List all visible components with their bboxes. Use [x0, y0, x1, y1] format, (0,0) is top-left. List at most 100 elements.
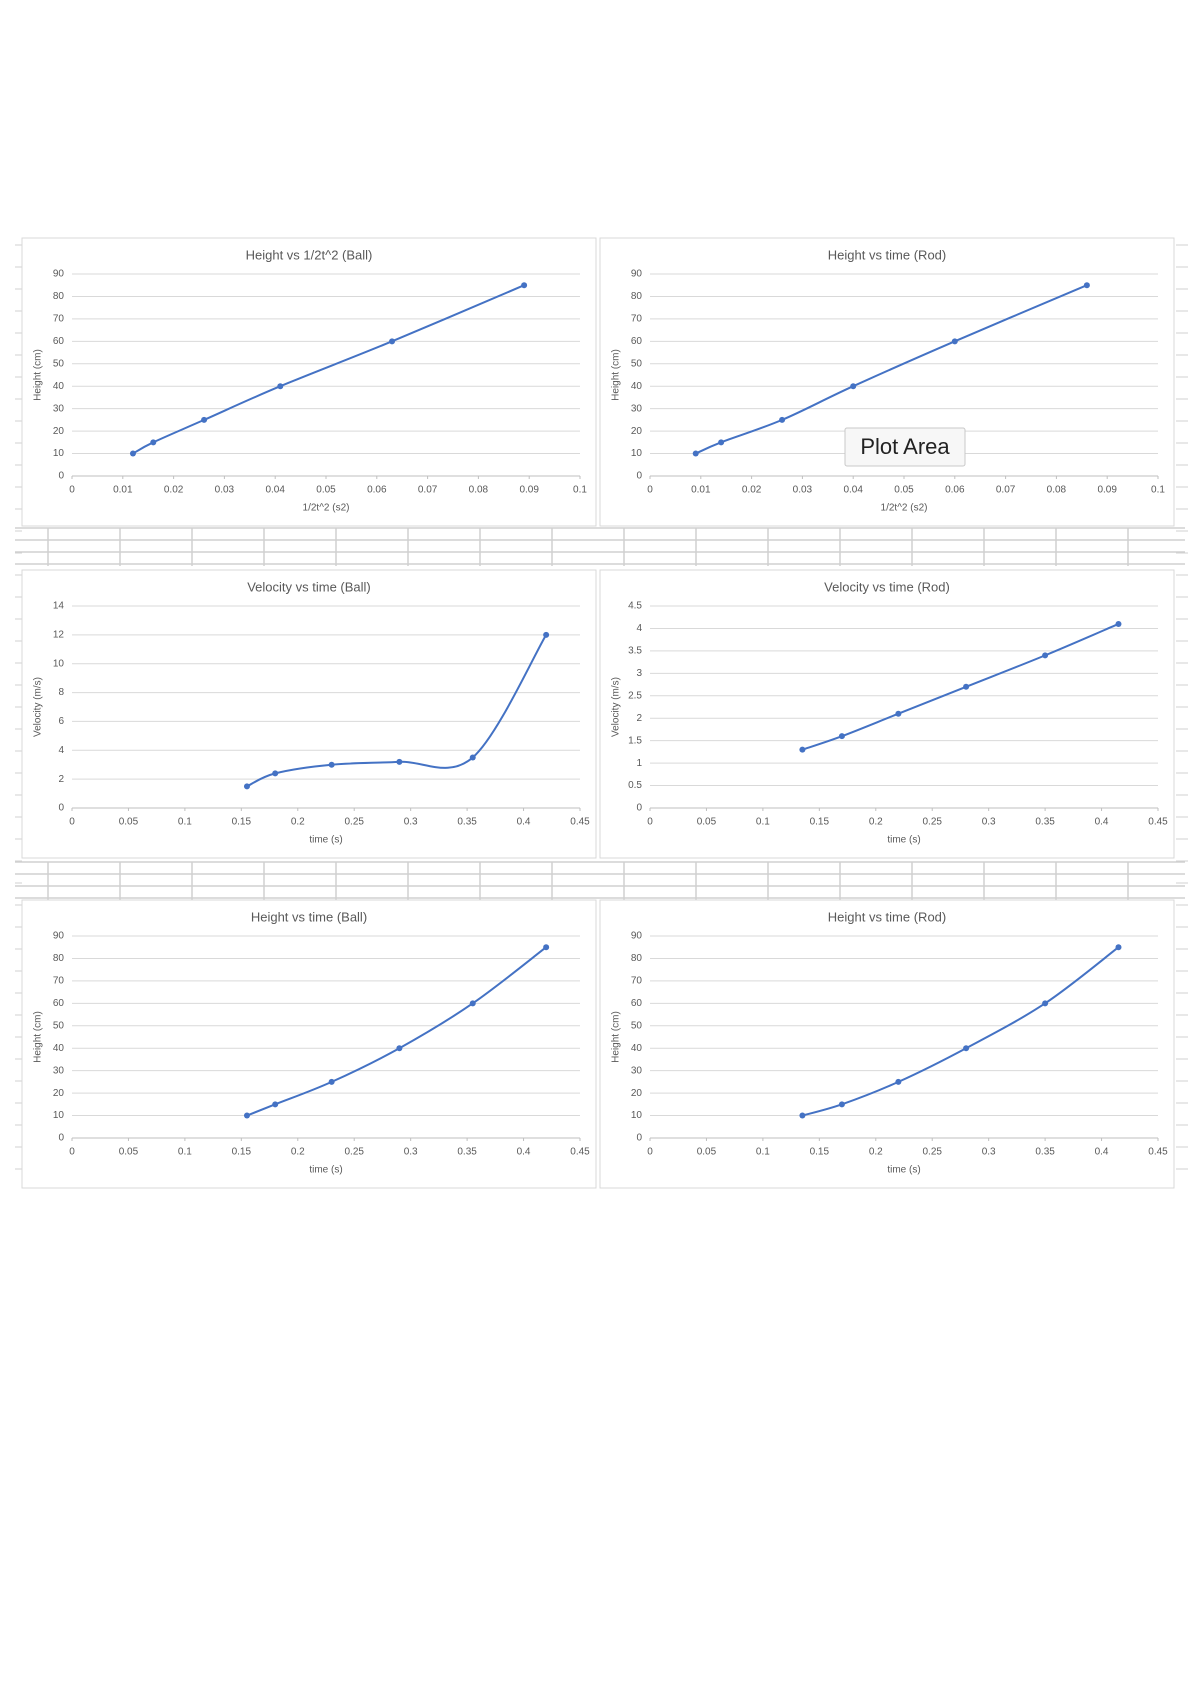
- y-tick-label: 90: [53, 269, 65, 280]
- y-tick-label: 0: [636, 471, 642, 482]
- data-point: [1042, 652, 1049, 659]
- y-tick-label: 2: [58, 774, 64, 785]
- data-point: [543, 944, 550, 951]
- x-tick-label: 0.15: [810, 1147, 830, 1158]
- data-point: [201, 416, 208, 423]
- chart: Height vs time (Ball) 0 10 20 30 40 50 60 70 80 90…: [21, 899, 597, 1189]
- y-tick-label: 12: [53, 629, 65, 640]
- y-axis-title: Height (cm): [611, 349, 622, 401]
- x-tick-label: 0.3: [404, 817, 418, 828]
- x-axis-title: time (s): [887, 1165, 920, 1176]
- x-tick-label: 0.35: [1035, 817, 1055, 828]
- y-tick-label: 0: [58, 471, 64, 482]
- y-tick-label: 4: [636, 623, 642, 634]
- x-tick-label: 0.1: [178, 1147, 192, 1158]
- x-tick-label: 0.45: [570, 817, 590, 828]
- x-tick-label: 0.25: [344, 817, 364, 828]
- y-tick-label: 40: [53, 381, 65, 392]
- x-tick-label: 0.05: [119, 817, 139, 828]
- x-tick-label: 0.04: [843, 485, 863, 496]
- x-tick-label: 0.45: [1148, 1147, 1168, 1158]
- y-tick-label: 10: [53, 448, 65, 459]
- x-tick-label: 0.09: [1097, 485, 1117, 496]
- x-tick-label: 0.02: [742, 485, 762, 496]
- tooltip-text: Plot Area: [860, 434, 950, 459]
- data-point: [272, 770, 279, 777]
- x-tick-label: 0.01: [113, 485, 133, 496]
- x-tick-label: 0.1: [756, 1147, 770, 1158]
- y-tick-label: 20: [631, 1088, 643, 1099]
- data-point: [779, 416, 786, 423]
- x-tick-label: 0.04: [265, 485, 285, 496]
- y-tick-label: 70: [631, 976, 643, 987]
- x-tick-label: 0.1: [178, 817, 192, 828]
- y-tick-label: 60: [53, 998, 65, 1009]
- y-tick-label: 20: [53, 1088, 65, 1099]
- x-tick-label: 0.02: [164, 485, 184, 496]
- x-tick-label: 0.07: [418, 485, 438, 496]
- y-tick-label: 10: [631, 448, 643, 459]
- x-tick-label: 0.08: [469, 485, 489, 496]
- data-point: [838, 1101, 845, 1108]
- x-tick-label: 0: [647, 817, 653, 828]
- y-tick-label: 50: [53, 358, 65, 369]
- x-tick-label: 0.08: [1047, 485, 1067, 496]
- data-point: [150, 439, 157, 446]
- y-tick-label: 3.5: [628, 646, 642, 657]
- y-tick-label: 90: [631, 931, 643, 942]
- data-point: [1115, 620, 1122, 627]
- x-tick-label: 0: [69, 817, 75, 828]
- x-tick-label: 0.2: [869, 817, 883, 828]
- y-tick-label: 4.5: [628, 601, 642, 612]
- y-tick-label: 30: [631, 403, 643, 414]
- chart-frame: [599, 569, 1175, 859]
- y-tick-label: 10: [53, 658, 65, 669]
- y-tick-label: 0: [58, 1133, 64, 1144]
- y-tick-label: 60: [53, 336, 65, 347]
- x-tick-label: 0.2: [291, 1147, 305, 1158]
- chart: Velocity vs time (Rod) 0 0.5 1 1.5 2 2.5 3 3.5 4 4…: [599, 569, 1175, 859]
- x-tick-label: 0.45: [570, 1147, 590, 1158]
- x-tick-label: 0.15: [232, 817, 252, 828]
- x-tick-label: 0.45: [1148, 817, 1168, 828]
- data-point: [1042, 1000, 1049, 1007]
- x-tick-label: 0: [69, 1147, 75, 1158]
- data-point: [799, 746, 806, 753]
- y-tick-label: 6: [58, 716, 64, 727]
- data-point: [469, 1000, 476, 1007]
- x-tick-label: 0.01: [691, 485, 711, 496]
- data-point: [243, 1112, 250, 1119]
- y-tick-label: 70: [631, 314, 643, 325]
- y-tick-label: 80: [631, 291, 643, 302]
- x-tick-label: 0.05: [894, 485, 914, 496]
- x-tick-label: 0.09: [519, 485, 539, 496]
- y-tick-label: 1.5: [628, 735, 642, 746]
- x-tick-label: 0.05: [697, 817, 717, 828]
- data-point: [838, 733, 845, 740]
- data-point: [895, 1078, 902, 1085]
- data-point: [799, 1112, 806, 1119]
- y-tick-label: 2.5: [628, 690, 642, 701]
- chart: Height vs time (Rod) 0 10 20 30 40 50 60 70 80 90 0…: [599, 899, 1175, 1189]
- data-point: [963, 1045, 970, 1052]
- y-tick-label: 1: [636, 758, 642, 769]
- x-tick-label: 0.3: [982, 817, 996, 828]
- x-tick-label: 0.07: [996, 485, 1016, 496]
- y-tick-label: 10: [631, 1110, 643, 1121]
- x-tick-label: 0.03: [793, 485, 813, 496]
- y-axis-title: Height (cm): [33, 1011, 44, 1063]
- data-point: [521, 282, 528, 289]
- chart-frame: [21, 237, 597, 527]
- data-point: [543, 631, 550, 638]
- x-tick-label: 0.25: [922, 817, 942, 828]
- y-axis-title: Height (cm): [33, 349, 44, 401]
- x-tick-label: 0.03: [215, 485, 235, 496]
- x-axis-title: time (s): [309, 1165, 342, 1176]
- data-point: [850, 383, 857, 390]
- y-tick-label: 2: [636, 713, 642, 724]
- x-tick-label: 0.1: [573, 485, 587, 496]
- x-tick-label: 0.3: [404, 1147, 418, 1158]
- x-tick-label: 0.05: [697, 1147, 717, 1158]
- x-tick-label: 0.15: [810, 817, 830, 828]
